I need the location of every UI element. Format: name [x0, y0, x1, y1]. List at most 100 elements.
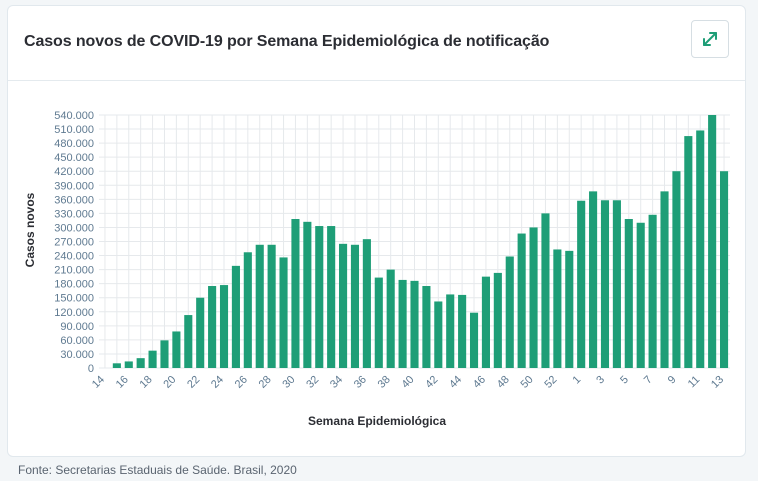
bar-week-23[interactable] — [208, 286, 217, 368]
x-tick-label: 32 — [304, 374, 321, 391]
y-tick-label: 180.000 — [54, 279, 94, 291]
y-tick-label: 210.000 — [54, 265, 94, 277]
y-tick-label: 270.000 — [54, 237, 94, 249]
y-tick-label: 30.000 — [60, 349, 94, 361]
expand-button[interactable] — [691, 20, 729, 58]
bar-week-40[interactable] — [410, 280, 419, 368]
bar-week-35[interactable] — [350, 244, 360, 368]
bar-week-24[interactable] — [219, 285, 229, 368]
bar-week-30[interactable] — [291, 219, 300, 368]
bar-week-29[interactable] — [279, 257, 288, 368]
y-tick-label: 0 — [88, 363, 94, 375]
bar-week-17[interactable] — [136, 358, 145, 368]
bar-week-19[interactable] — [160, 340, 169, 368]
bar-week-13[interactable] — [720, 171, 729, 368]
y-tick-label: 360.000 — [54, 194, 94, 206]
y-tick-label: 390.000 — [54, 180, 94, 192]
bar-week-1[interactable] — [577, 200, 586, 368]
x-tick-label: 26 — [233, 374, 250, 391]
x-tick-label: 48 — [495, 374, 512, 391]
x-tick-label: 30 — [280, 374, 297, 391]
x-tick-label: 20 — [161, 374, 178, 391]
bar-week-34[interactable] — [339, 243, 348, 368]
bar-week-11[interactable] — [696, 130, 705, 368]
bar-week-6[interactable] — [636, 222, 645, 368]
bar-week-21[interactable] — [184, 315, 193, 368]
bar-week-42[interactable] — [434, 301, 443, 368]
x-tick-label: 7 — [642, 374, 655, 387]
x-tick-label: 13 — [709, 374, 726, 391]
bar-week-46[interactable] — [481, 276, 490, 368]
bar-week-16[interactable] — [124, 361, 133, 368]
bar-week-12[interactable] — [708, 115, 717, 368]
bar-week-28[interactable] — [267, 244, 276, 368]
x-tick-label: 5 — [618, 374, 631, 387]
x-tick-label: 22 — [185, 374, 202, 391]
bar-week-15[interactable] — [112, 363, 121, 368]
bar-week-2[interactable] — [589, 191, 598, 368]
bar-week-8[interactable] — [660, 191, 669, 368]
x-tick-label: 34 — [328, 374, 345, 391]
bar-week-20[interactable] — [172, 331, 181, 368]
y-tick-label: 510.000 — [54, 124, 94, 136]
bar-week-38[interactable] — [386, 269, 395, 368]
bar-week-45[interactable] — [469, 312, 479, 368]
x-tick-label: 1 — [570, 374, 583, 387]
bar-week-18[interactable] — [148, 350, 157, 368]
x-tick-label: 18 — [138, 374, 155, 391]
bar-week-31[interactable] — [303, 221, 312, 368]
bar-week-10[interactable] — [684, 136, 693, 368]
bar-week-4[interactable] — [612, 200, 621, 368]
bar-week-47[interactable] — [493, 272, 502, 368]
bar-week-22[interactable] — [196, 297, 205, 368]
bar-week-52[interactable] — [553, 249, 562, 368]
x-tick-label: 9 — [666, 374, 679, 387]
bar-week-3[interactable] — [600, 200, 610, 368]
y-tick-label: 150.000 — [54, 293, 94, 305]
bar-week-41[interactable] — [422, 286, 431, 368]
x-tick-label: 16 — [114, 374, 131, 391]
y-axis-label: Casos novos — [23, 192, 37, 267]
y-tick-label: 480.000 — [54, 138, 94, 150]
bar-week-49[interactable] — [517, 233, 526, 368]
bar-week-39[interactable] — [398, 279, 407, 368]
bar-week-7[interactable] — [648, 214, 657, 368]
x-tick-label: 11 — [686, 374, 703, 391]
bar-week-9[interactable] — [672, 171, 681, 368]
bar-week-5[interactable] — [624, 219, 633, 368]
bar-week-50[interactable] — [529, 227, 538, 368]
x-tick-label: 38 — [376, 374, 393, 391]
y-tick-label: 420.000 — [54, 166, 94, 178]
x-axis-label: Semana Epidemiológica — [308, 414, 446, 428]
bar-week-25[interactable] — [231, 265, 240, 368]
y-tick-label: 60.000 — [60, 335, 94, 347]
bar-week-32[interactable] — [315, 226, 324, 368]
bar-week-36[interactable] — [362, 239, 371, 368]
x-tick-label: 36 — [352, 374, 369, 391]
y-tick-label: 330.000 — [54, 208, 94, 220]
x-tick-label: 24 — [209, 374, 226, 391]
card-header: Casos novos de COVID-19 por Semana Epide… — [8, 6, 745, 81]
y-tick-label: 240.000 — [54, 251, 94, 263]
x-axis-ticks: 14 16 18 20 22 24 26 28 30 32 34 36 38 40 42 44 46 48 50 52… — [90, 374, 726, 391]
bar-week-27[interactable] — [255, 244, 264, 368]
bar-week-43[interactable] — [446, 294, 455, 368]
x-tick-label: 50 — [519, 374, 536, 391]
x-tick-label: 3 — [594, 374, 607, 387]
y-axis-ticks: 0 30.000 60.000 90.000 120.000 150.000 180.000… — [54, 110, 94, 375]
bar-week-33[interactable] — [327, 226, 336, 368]
y-tick-label: 450.000 — [54, 152, 94, 164]
chart-title: Casos novos de COVID-19 por Semana Epide… — [24, 33, 550, 50]
chart-bars — [112, 115, 729, 368]
bar-week-51[interactable] — [541, 213, 550, 368]
bar-week-48[interactable] — [505, 256, 514, 368]
y-tick-label: 540.000 — [54, 110, 94, 122]
bar-week-53[interactable] — [565, 250, 574, 368]
source-note: Fonte: Secretarias Estaduais de Saúde. B… — [18, 463, 297, 477]
bar-week-37[interactable] — [374, 277, 383, 368]
bar-week-26[interactable] — [243, 252, 252, 368]
x-tick-label: 42 — [423, 374, 440, 391]
expand-arrows-icon — [703, 32, 717, 46]
bar-week-44[interactable] — [458, 294, 467, 368]
chart-card: Casos novos de COVID-19 por Semana Epide… — [7, 5, 746, 457]
